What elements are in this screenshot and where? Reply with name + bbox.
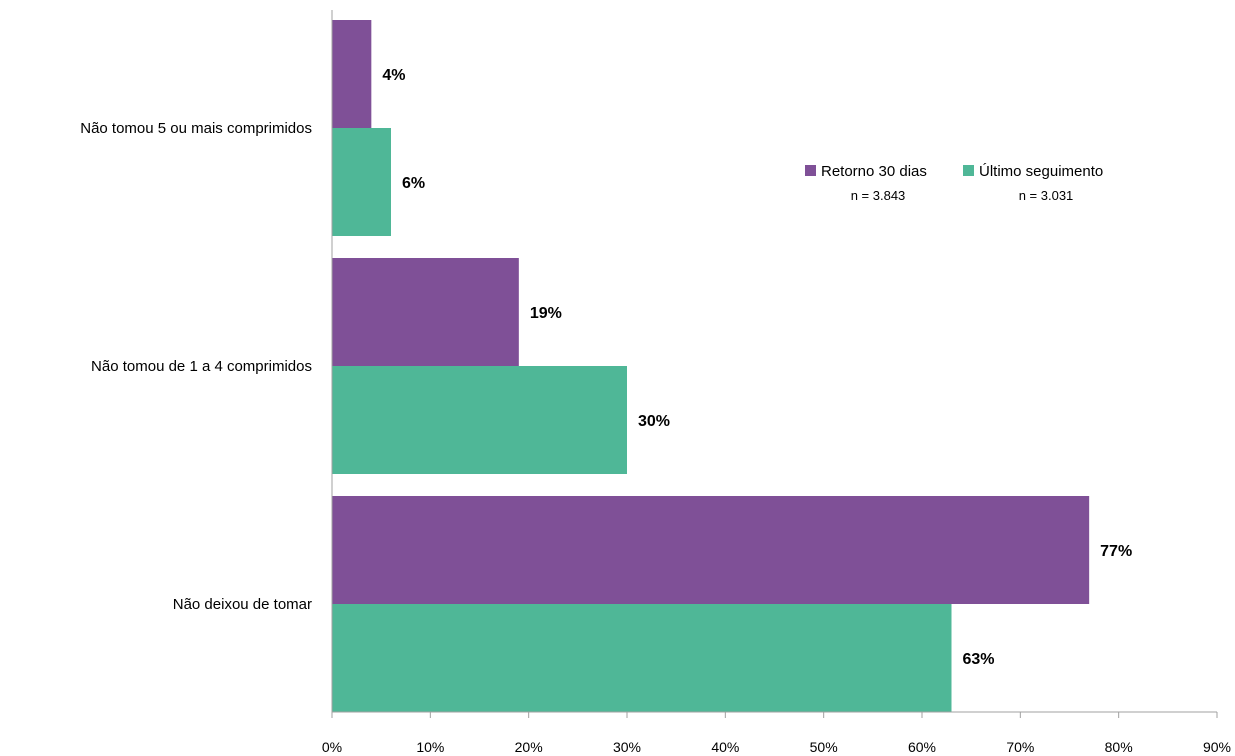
category-label-1: Não tomou 5 ou mais comprimidos [80,120,312,137]
axes-group: 0% 10% 20% 30% 40% 50% 60% 70% 80% 90% [322,10,1231,755]
x-tick-label-80: 80% [1105,739,1133,755]
data-label-retorno-30-dias-3: 77% [1100,543,1132,560]
category-label-2: Não tomou de 1 a 4 comprimidos [91,358,312,375]
x-tick-label-0: 0% [322,739,342,755]
bar-retorno-30-dias-1 [332,20,372,128]
legend-swatch-ultimo-seguimento [963,165,974,176]
category-label-3: Não deixou de tomar [173,596,312,613]
bar-ultimo-seguimento-2 [332,366,627,474]
bar-ultimo-seguimento-3 [332,604,952,712]
legend-n-retorno-30-dias: n = 3.843 [851,188,906,203]
category-labels-group: Não tomou 5 ou mais comprimidos Não tomou… [80,120,312,613]
data-label-retorno-30-dias-2: 19% [530,305,562,322]
bar-retorno-30-dias-3 [332,496,1090,604]
data-label-ultimo-seguimento-3: 63% [963,651,995,668]
data-label-retorno-30-dias-1: 4% [382,67,405,84]
legend-label-ultimo-seguimento: Último seguimento [979,163,1103,180]
bars-group [332,20,1090,712]
x-tick-label-90: 90% [1203,739,1231,755]
x-tick-label-70: 70% [1006,739,1034,755]
bar-retorno-30-dias-2 [332,258,519,366]
x-tick-label-60: 60% [908,739,936,755]
x-tick-label-30: 30% [613,739,641,755]
x-tick-label-50: 50% [810,739,838,755]
legend-swatch-retorno-30-dias [805,165,816,176]
data-label-ultimo-seguimento-2: 30% [638,413,670,430]
legend: Retorno 30 dias n = 3.843 Último seguime… [805,163,1103,203]
data-labels-group: 4% 6% 19% 30% 77% 63% [382,67,1132,668]
legend-label-retorno-30-dias: Retorno 30 dias [821,163,927,180]
x-tick-label-10: 10% [416,739,444,755]
bar-ultimo-seguimento-1 [332,128,391,236]
x-tick-label-20: 20% [515,739,543,755]
data-label-ultimo-seguimento-1: 6% [402,175,425,192]
legend-n-ultimo-seguimento: n = 3.031 [1019,188,1074,203]
x-tick-label-40: 40% [711,739,739,755]
